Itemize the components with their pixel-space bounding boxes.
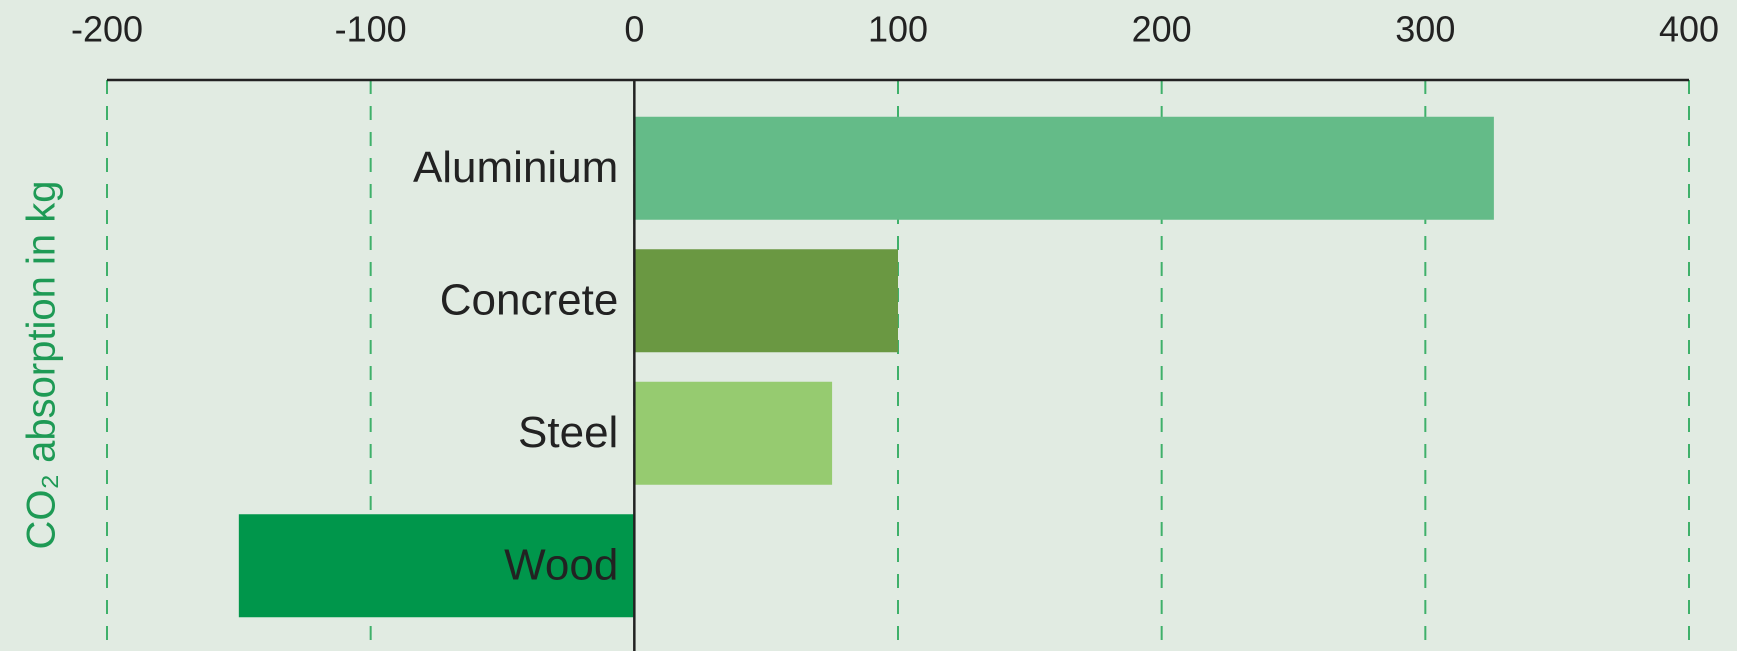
x-tick-label: 300 bbox=[1395, 9, 1455, 50]
bar bbox=[238, 514, 635, 618]
x-tick-label: 400 bbox=[1659, 9, 1719, 50]
bar bbox=[634, 116, 1494, 220]
x-tick-label: -200 bbox=[71, 9, 143, 50]
category-label: Concrete bbox=[440, 275, 619, 324]
x-tick-label: 100 bbox=[868, 9, 928, 50]
bar bbox=[634, 249, 898, 353]
x-tick-label: -100 bbox=[335, 9, 407, 50]
y-axis-label: CO₂ absorption in kg bbox=[20, 180, 64, 549]
category-label: Steel bbox=[518, 408, 618, 457]
bar bbox=[634, 381, 833, 485]
category-label: Wood bbox=[504, 540, 618, 589]
category-label: Aluminium bbox=[413, 143, 618, 192]
x-tick-label: 200 bbox=[1132, 9, 1192, 50]
x-tick-label: 0 bbox=[624, 9, 644, 50]
